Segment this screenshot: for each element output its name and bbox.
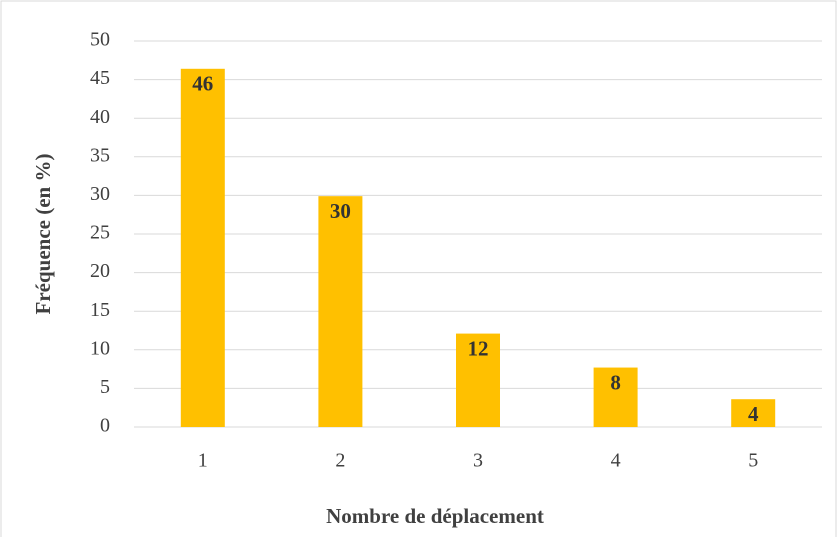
x-axis-title: Nombre de déplacement	[326, 504, 544, 528]
y-tick-label: 25	[90, 222, 110, 244]
bar	[318, 196, 363, 427]
y-tick-label: 30	[90, 183, 110, 205]
value-label: 8	[610, 370, 621, 394]
y-tick-label: 45	[90, 67, 110, 89]
x-tick-label: 4	[611, 450, 621, 472]
y-tick-label: 40	[90, 106, 110, 128]
x-tick-label: 5	[748, 450, 758, 472]
x-tick-label: 2	[335, 450, 345, 472]
x-tick-label: 1	[198, 450, 208, 472]
y-tick-label: 10	[90, 337, 110, 359]
y-tick-label: 20	[90, 260, 110, 282]
y-tick-label: 15	[90, 299, 110, 321]
y-tick-label: 50	[90, 29, 110, 51]
bar	[731, 399, 776, 427]
bar	[593, 367, 638, 427]
value-label: 30	[330, 199, 351, 223]
value-label: 4	[748, 402, 759, 426]
value-label: 12	[468, 336, 489, 360]
x-tick-label: 3	[473, 450, 483, 472]
bar	[180, 68, 225, 428]
y-tick-label: 35	[90, 144, 110, 166]
bar	[456, 333, 500, 427]
y-tick-label: 0	[100, 415, 110, 437]
y-axis-title: Fréquence (en %)	[31, 154, 55, 315]
value-label: 46	[192, 72, 213, 96]
y-tick-label: 5	[100, 376, 110, 398]
